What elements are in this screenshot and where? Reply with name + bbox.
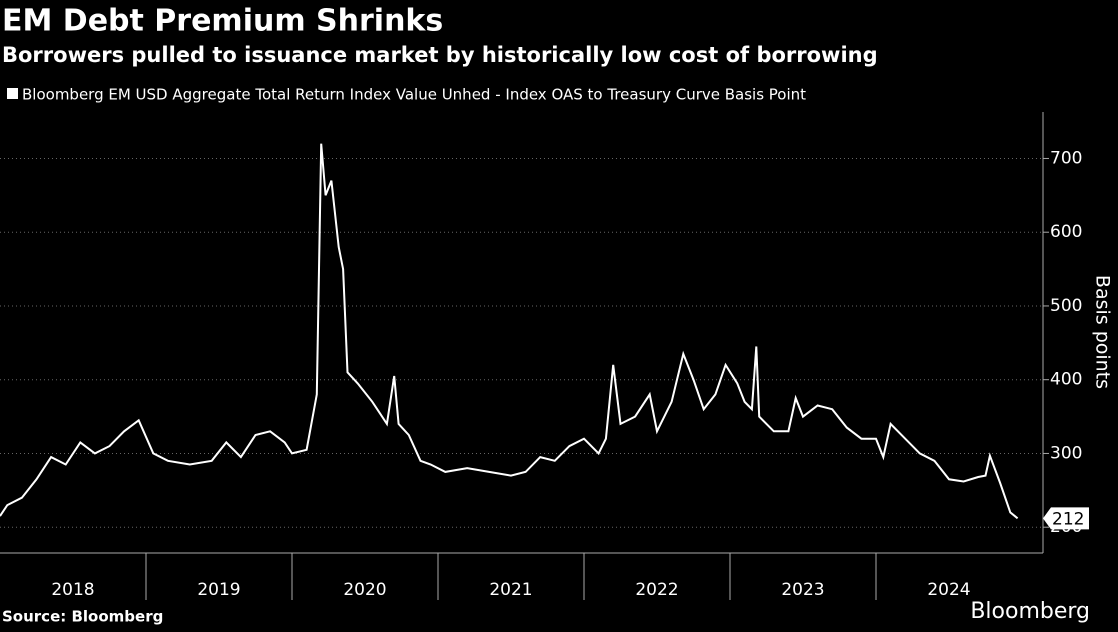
brand: Bloomberg	[970, 599, 1090, 624]
y-tick-label: 600	[1050, 222, 1082, 242]
chart-title: EM Debt Premium Shrinks	[2, 4, 443, 39]
chart-subtitle: Borrowers pulled to issuance market by h…	[2, 43, 878, 67]
x-tick-label: 2021	[489, 580, 532, 600]
line	[0, 143, 1019, 520]
x-tick-label: 2020	[343, 580, 386, 600]
y-tick-label: 500	[1050, 296, 1082, 316]
x-tick-label: 2022	[635, 580, 678, 600]
x-tick-label: 2019	[197, 580, 240, 600]
value-label: 212	[1052, 509, 1084, 529]
source: Source: Bloomberg	[2, 608, 163, 626]
legend-label: Bloomberg EM USD Aggregate Total Return …	[22, 86, 806, 104]
x-tick-label: 2018	[51, 580, 94, 600]
x-tick-label: 2023	[781, 580, 824, 600]
y-axis-label: Basis points	[1092, 275, 1114, 389]
x-tick-label: 2024	[927, 580, 970, 600]
legend-swatch	[7, 88, 18, 99]
y-tick-label: 400	[1050, 370, 1082, 390]
y-tick-label: 300	[1050, 443, 1082, 463]
y-tick-label: 700	[1050, 148, 1082, 168]
value-label-box	[1043, 507, 1089, 530]
